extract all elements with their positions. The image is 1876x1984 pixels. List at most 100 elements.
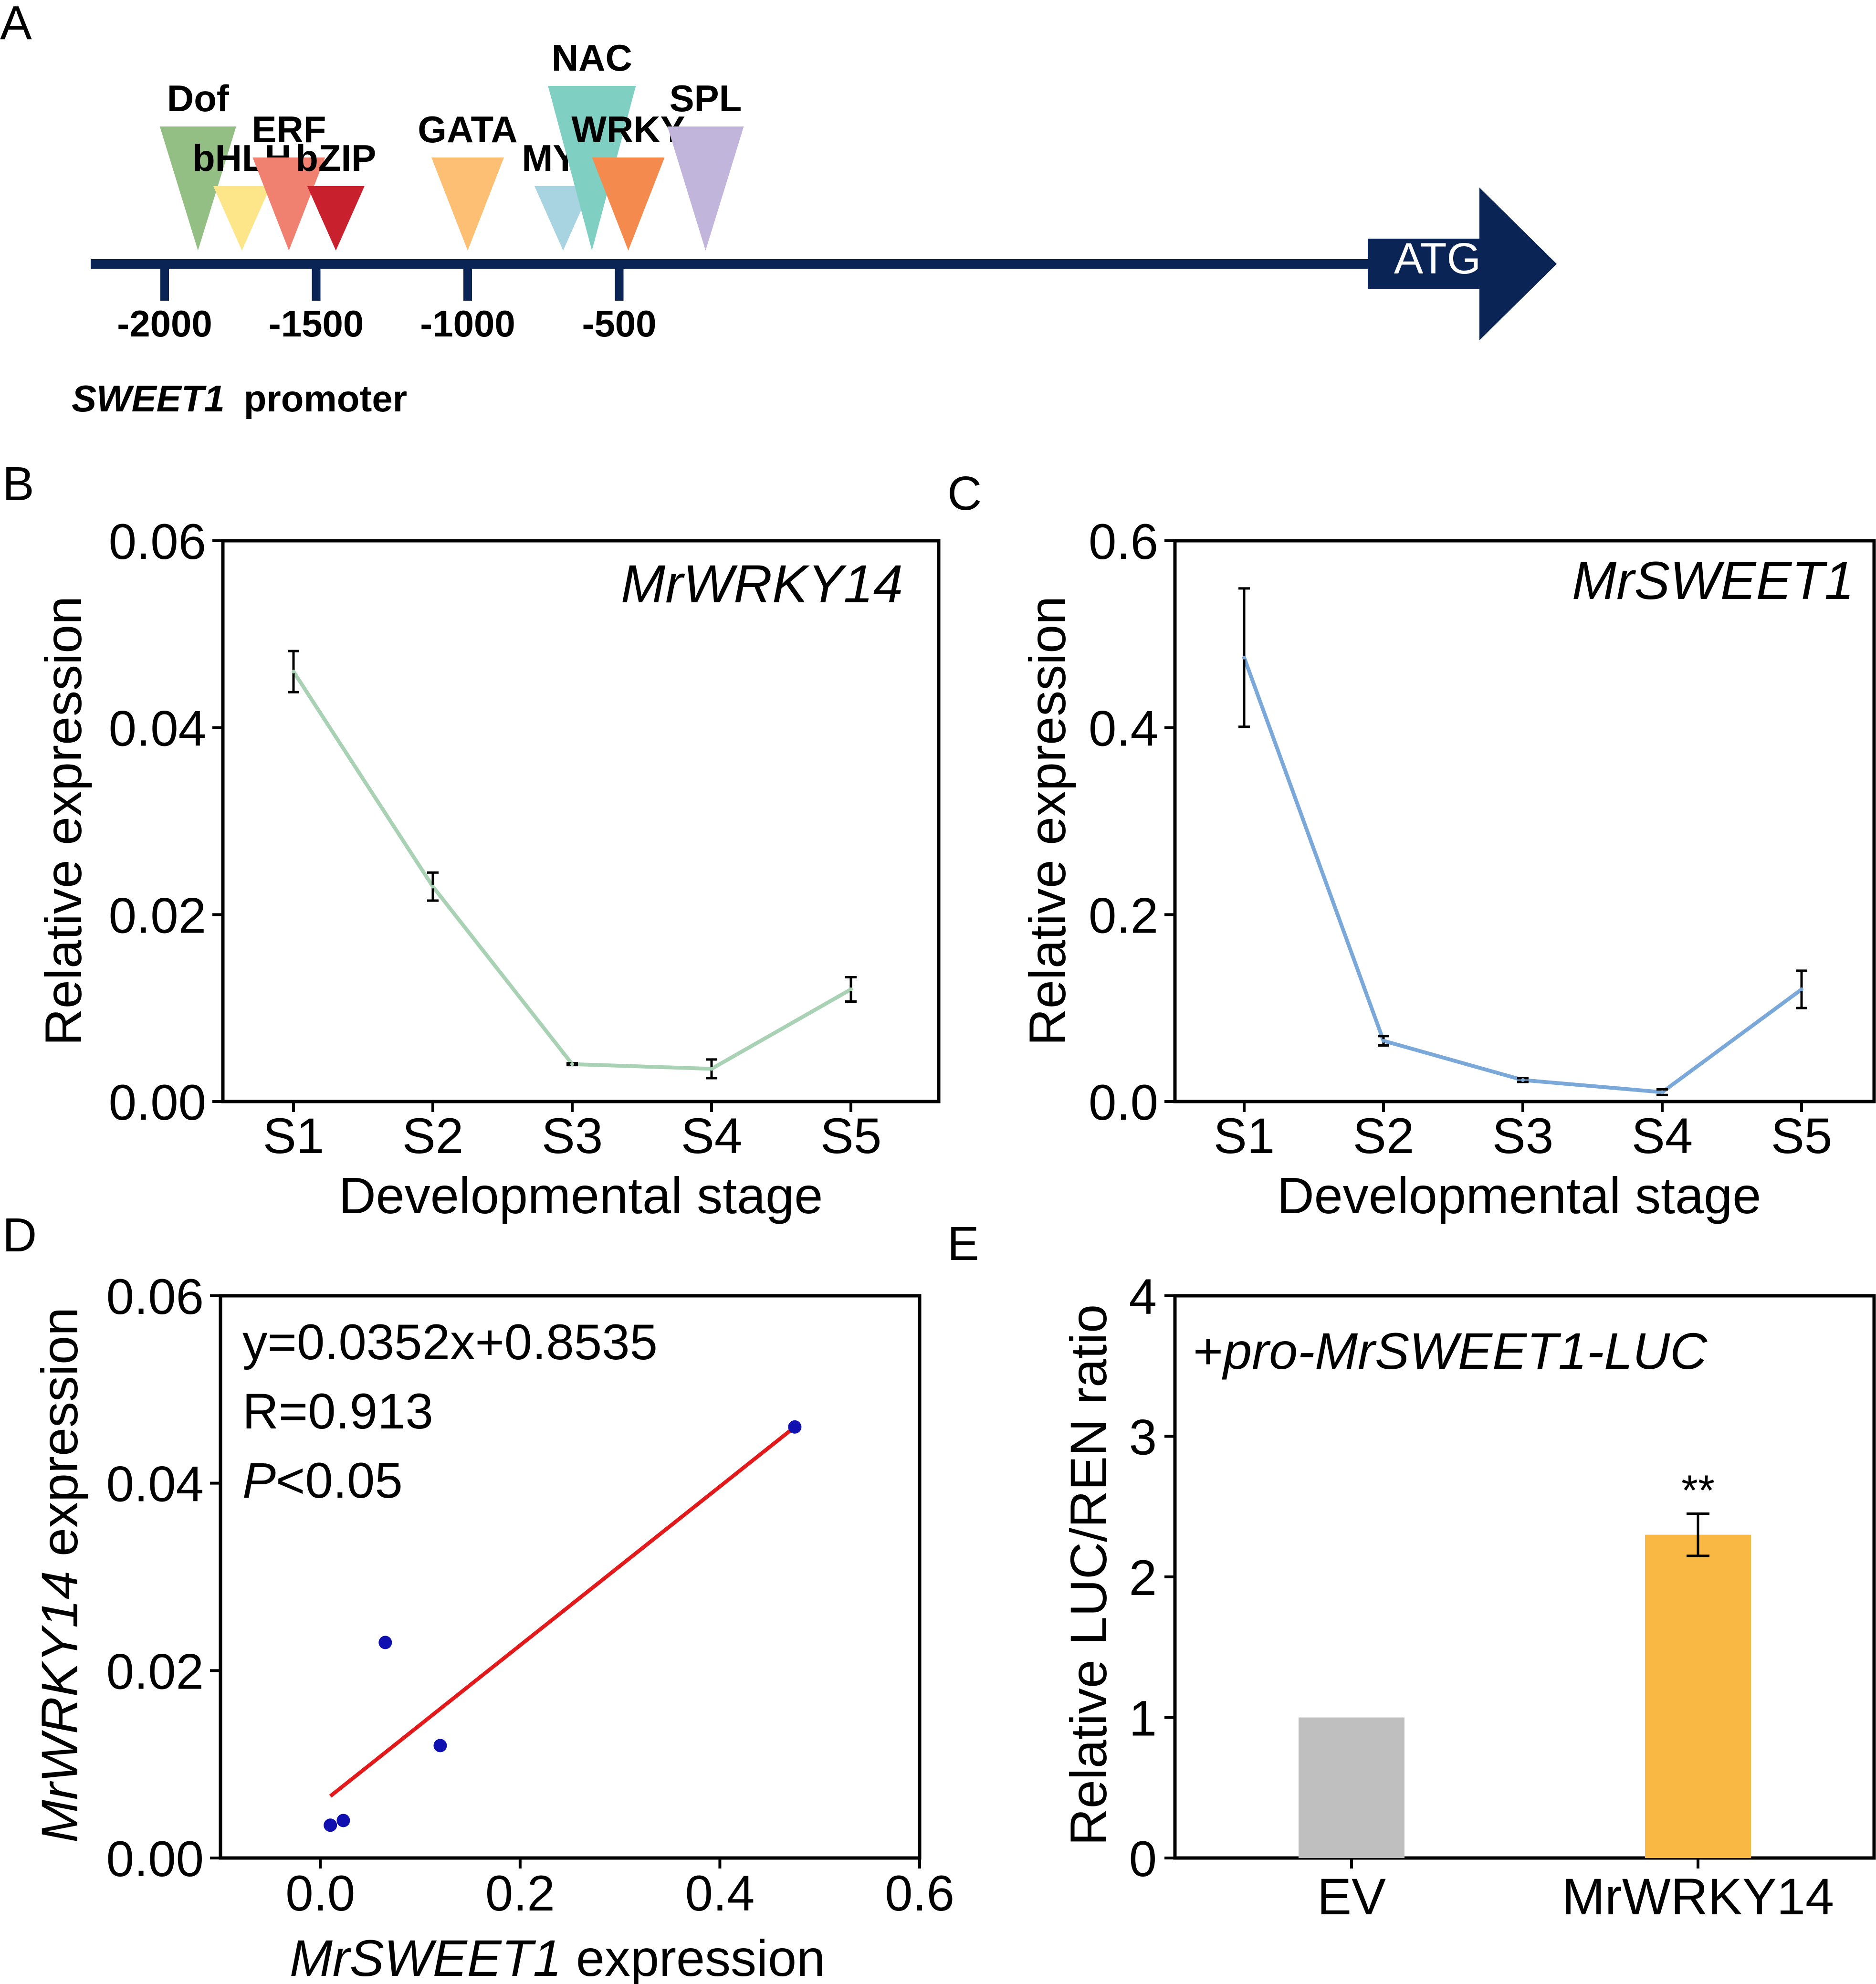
promoter-axis-ticks: -2000 -1500 -1000 -500 xyxy=(117,264,657,345)
data-point xyxy=(1382,1039,1385,1043)
data-point xyxy=(849,987,853,991)
x-tick-label: S4 xyxy=(681,1108,742,1164)
x-tick-label: S3 xyxy=(1492,1108,1553,1164)
regression-equation: y=0.0352x+0.8535 xyxy=(242,1314,658,1370)
regression-line xyxy=(329,1425,796,1798)
p-value: P<0.05 xyxy=(242,1453,403,1509)
panel-e-series: ** xyxy=(1299,1467,1751,1858)
panel-d-ylabel-rest: expression xyxy=(31,1307,88,1571)
panel-e-frame xyxy=(1173,1294,1876,1860)
motif-marker xyxy=(431,157,504,251)
panel-c-axes: 0.0 0.2 0.4 0.6 S1 S2 S3 S4 S5 xyxy=(1089,514,1832,1164)
scatter-point xyxy=(788,1420,802,1434)
data-point xyxy=(1660,1090,1664,1094)
data-point xyxy=(1521,1078,1525,1082)
motif-label: GATA xyxy=(418,108,517,150)
motif-label: WRKY xyxy=(571,108,685,150)
x-tick-label: S2 xyxy=(402,1108,463,1164)
x-tick-label: 0.0 xyxy=(285,1866,355,1921)
promoter-tick-label: -2000 xyxy=(117,303,212,345)
motif-marker xyxy=(252,157,325,251)
y-tick-label: 0.06 xyxy=(106,1269,204,1325)
r-value: R=0.913 xyxy=(242,1384,433,1439)
panel-e-label: E xyxy=(947,1217,979,1270)
x-tick-label: S2 xyxy=(1353,1108,1414,1164)
promoter-tick-label: -500 xyxy=(582,303,656,345)
series-line xyxy=(292,670,852,1071)
y-tick-label: 0.04 xyxy=(106,1457,204,1512)
x-tick-label: MrWRKY14 xyxy=(1562,1868,1834,1925)
panel-e-ylabel: Relative LUC/REN ratio xyxy=(1059,1304,1117,1846)
atg-label: ATG xyxy=(1394,234,1481,283)
p-rest: <0.05 xyxy=(276,1453,403,1509)
y-tick-label: 0.06 xyxy=(109,514,206,570)
x-tick-label: S1 xyxy=(1214,1108,1275,1164)
y-tick-label: 1 xyxy=(1129,1691,1157,1747)
motif-label: Dof xyxy=(167,77,230,119)
y-tick-label: 0.00 xyxy=(109,1075,206,1131)
panel-c-series xyxy=(1238,587,1807,1096)
panel-c: C MrSWEET1 Developmental stage Relative … xyxy=(947,467,1876,1224)
panel-c-ylabel: Relative expression xyxy=(1018,596,1076,1046)
y-tick-label: 0.02 xyxy=(106,1644,204,1700)
motif-label: NAC xyxy=(552,37,632,79)
motif-label: bZIP xyxy=(295,137,376,179)
bar xyxy=(1299,1717,1404,1858)
annotation-prefix: + xyxy=(1193,1322,1223,1380)
motif-marker xyxy=(667,126,744,251)
motif-marker xyxy=(213,186,271,251)
y-tick-label: 0.00 xyxy=(106,1831,204,1887)
panel-c-frame xyxy=(1173,539,1876,1103)
motif-label: ERF xyxy=(252,108,326,150)
atg-arrow xyxy=(1368,188,1557,340)
y-tick-label: 4 xyxy=(1129,1269,1157,1325)
x-tick-label: S5 xyxy=(1771,1108,1832,1164)
y-tick-label: 0.0 xyxy=(1089,1075,1158,1131)
panel-a: A ATG -2000 -1500 -1000 -500 DofbHLHERFbZIP… xyxy=(0,0,1557,420)
panel-d-frame xyxy=(219,1294,922,1860)
x-tick-label: S5 xyxy=(820,1108,881,1164)
promoter-tick-label: -1000 xyxy=(420,303,515,345)
panel-d-xlabel-gene: MrSWEET1 xyxy=(290,1929,562,1984)
y-tick-label: 3 xyxy=(1129,1410,1157,1466)
data-point xyxy=(292,670,295,674)
series-line xyxy=(1242,657,1803,1094)
panel-d-ylabel-gene: MrWRKY14 xyxy=(31,1571,88,1843)
scatter-point xyxy=(336,1814,350,1827)
y-tick-label: 0.04 xyxy=(109,701,206,757)
panel-b-axes: 0.00 0.02 0.04 0.06 S1 S2 S3 S4 S5 xyxy=(109,514,882,1164)
y-tick-label: 0.2 xyxy=(1089,888,1158,944)
panel-c-title: MrSWEET1 xyxy=(1572,551,1854,610)
y-tick-label: 0 xyxy=(1129,1831,1157,1887)
bar xyxy=(1645,1534,1751,1858)
annotation-construct: pro-MrSWEET1-LUC xyxy=(1222,1322,1708,1380)
data-point xyxy=(710,1067,713,1071)
scatter-point xyxy=(433,1739,447,1753)
x-tick-label: EV xyxy=(1317,1868,1386,1925)
panel-b: B MrWRKY14 Developmental stage Relative … xyxy=(2,457,941,1224)
motif-marker xyxy=(548,86,636,251)
panel-d-ylabel: MrWRKY14 expression xyxy=(31,1307,88,1843)
significance-label: ** xyxy=(1681,1467,1715,1514)
panel-b-frame xyxy=(221,539,941,1103)
panel-e-annotation: +pro-MrSWEET1-LUC xyxy=(1193,1322,1708,1380)
x-tick-label: S3 xyxy=(542,1108,603,1164)
panel-b-ylabel: Relative expression xyxy=(34,596,92,1046)
y-tick-label: 0.4 xyxy=(1089,701,1158,757)
y-tick-label: 0.02 xyxy=(109,888,206,944)
panel-d: D y=0.0352x+0.8535 R=0.913 P<0.05 MrSWEE… xyxy=(2,1208,954,1984)
data-point xyxy=(1242,655,1246,660)
promoter-caption: SWEET1 promoter xyxy=(72,378,407,420)
y-tick-label: 2 xyxy=(1129,1550,1157,1606)
y-tick-label: 0.6 xyxy=(1089,514,1158,570)
motif-marker xyxy=(535,186,592,251)
motif-label: SPL xyxy=(670,77,742,119)
panel-c-label: C xyxy=(947,467,982,520)
x-tick-label: 0.4 xyxy=(685,1866,755,1921)
motif-marker xyxy=(159,126,236,251)
panel-e: E +pro-MrSWEET1-LUC Relative LUC/REN rat… xyxy=(947,1217,1876,1925)
x-tick-label: S1 xyxy=(263,1108,324,1164)
promoter-tick-label: -1500 xyxy=(269,303,364,345)
